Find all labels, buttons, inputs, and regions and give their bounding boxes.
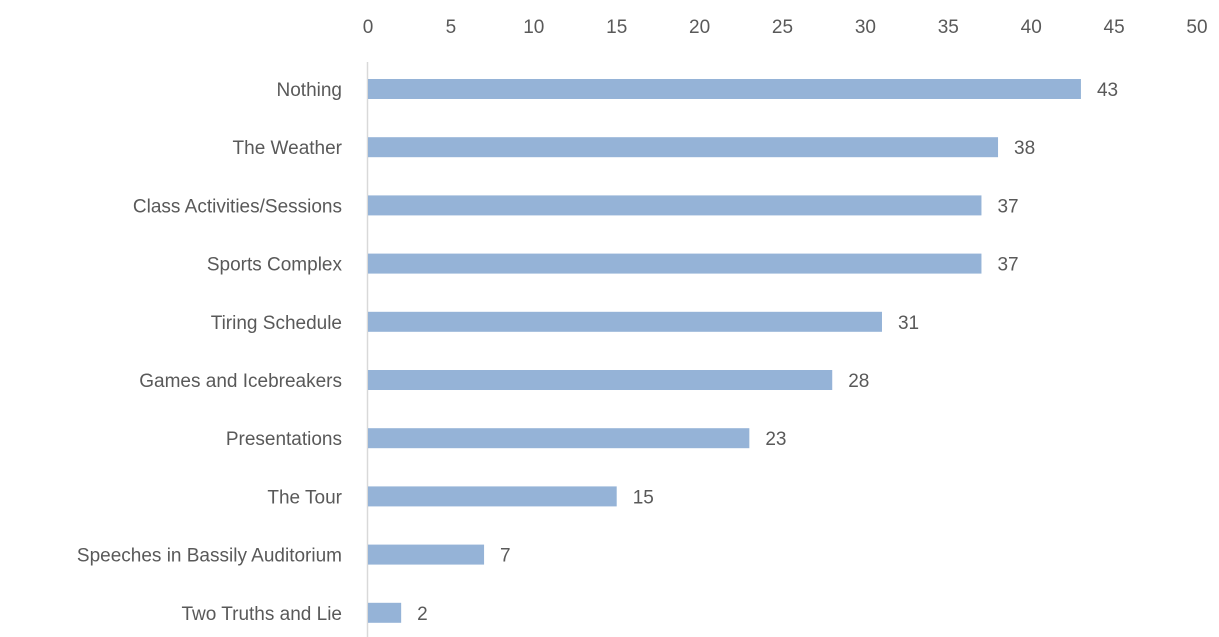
category-labels: Nothing The Weather Class Activities/Sessi… bbox=[77, 80, 343, 625]
category-label: The Tour bbox=[267, 487, 342, 508]
x-tick-label: 30 bbox=[855, 17, 876, 38]
x-tick-label: 25 bbox=[772, 17, 793, 38]
bar bbox=[368, 370, 833, 390]
bar bbox=[368, 253, 982, 274]
data-label: 2 bbox=[417, 604, 428, 625]
category-label: Presentations bbox=[226, 429, 342, 450]
bar bbox=[368, 544, 485, 565]
data-label: 28 bbox=[848, 371, 869, 392]
data-label: 37 bbox=[997, 255, 1018, 276]
x-tick-label: 10 bbox=[523, 17, 544, 38]
x-tick-label: 40 bbox=[1021, 17, 1042, 38]
x-axis-ticks: 0 5 10 15 20 25 30 35 40 45 50 bbox=[363, 17, 1208, 38]
bar bbox=[368, 428, 750, 449]
x-tick-label: 20 bbox=[689, 17, 710, 38]
category-label: The Weather bbox=[233, 138, 343, 159]
bars-group bbox=[368, 79, 1081, 623]
x-tick-label: 35 bbox=[938, 17, 959, 38]
data-label: 7 bbox=[500, 546, 511, 567]
category-label: Sports Complex bbox=[207, 255, 343, 276]
category-label: Tiring Schedule bbox=[211, 313, 342, 334]
data-label: 38 bbox=[1014, 138, 1035, 159]
bar bbox=[368, 79, 1081, 99]
data-label: 23 bbox=[765, 429, 786, 450]
x-tick-label: 50 bbox=[1186, 17, 1207, 38]
data-label: 37 bbox=[997, 196, 1018, 217]
x-tick-label: 15 bbox=[606, 17, 627, 38]
data-label: 31 bbox=[898, 313, 919, 334]
data-label: 15 bbox=[633, 487, 654, 508]
bar bbox=[368, 137, 999, 158]
bar bbox=[368, 195, 982, 216]
category-label: Class Activities/Sessions bbox=[133, 196, 342, 217]
category-label: Two Truths and Lie bbox=[181, 604, 342, 625]
bar bbox=[368, 602, 402, 623]
x-tick-label: 5 bbox=[446, 17, 457, 38]
category-label: Nothing bbox=[277, 80, 343, 101]
x-tick-label: 45 bbox=[1104, 17, 1125, 38]
data-labels: 43 38 37 37 31 28 23 15 7 2 bbox=[417, 80, 1118, 625]
category-label: Speeches in Bassily Auditorium bbox=[77, 546, 342, 567]
data-label: 43 bbox=[1097, 80, 1118, 101]
x-tick-label: 0 bbox=[363, 17, 374, 38]
category-label: Games and Icebreakers bbox=[139, 371, 342, 392]
bar bbox=[368, 311, 882, 332]
bar bbox=[368, 486, 617, 507]
